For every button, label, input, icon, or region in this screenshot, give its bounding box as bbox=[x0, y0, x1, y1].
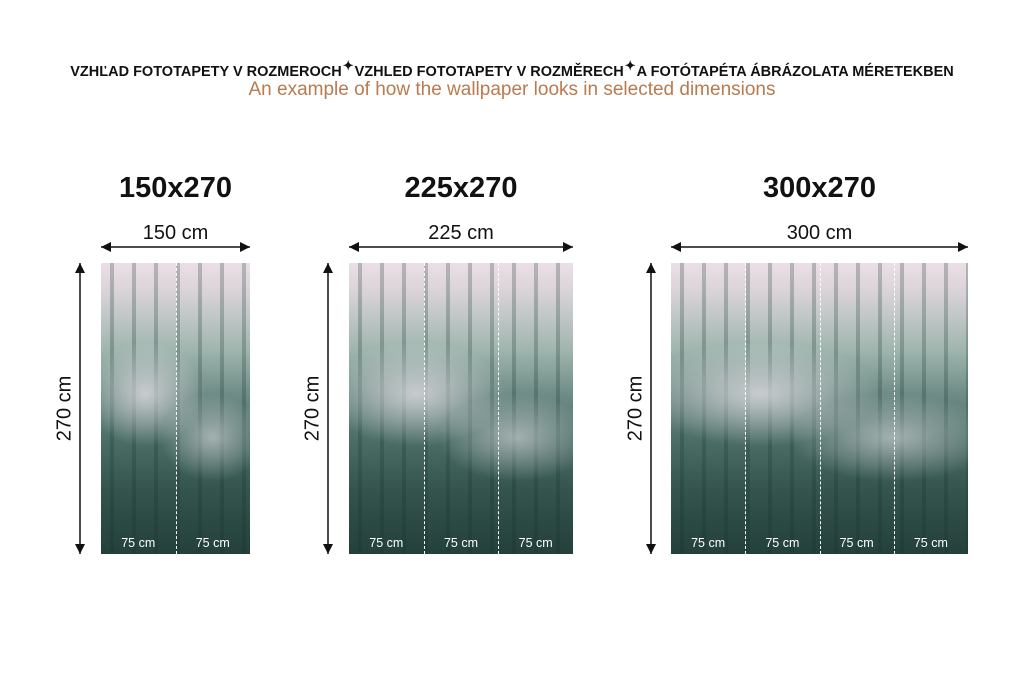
strip-seam bbox=[423, 263, 425, 554]
title-hu: A FOTÓTAPÉTA ÁBRÁZOLATA MÉRETEKBEN bbox=[636, 64, 954, 80]
strip-width-label: 75 cm bbox=[765, 536, 800, 550]
panel-title: 225x270 bbox=[404, 172, 518, 204]
strip-width-label: 75 cm bbox=[369, 536, 404, 550]
sparkle-icon: ✦ bbox=[342, 58, 354, 73]
arrowhead bbox=[323, 263, 333, 273]
wallpaper-preview: 75 cm 75 cm 75 cm bbox=[349, 263, 573, 554]
arrowhead bbox=[75, 263, 85, 273]
strip-width-label: 75 cm bbox=[913, 536, 948, 550]
strip-width-label: 75 cm bbox=[121, 536, 156, 550]
title-sk: VZHĽAD FOTOTAPETY V ROZMEROCH bbox=[70, 64, 342, 80]
strip-width-label: 75 cm bbox=[443, 536, 478, 550]
strip-seam bbox=[175, 263, 177, 554]
strip-width-label: 75 cm bbox=[518, 536, 553, 550]
arrowhead bbox=[563, 242, 573, 252]
arrowhead bbox=[958, 242, 968, 252]
strip-width-label: 75 cm bbox=[691, 536, 726, 550]
sparkle-icon: ✦ bbox=[624, 58, 636, 73]
arrowhead bbox=[646, 544, 656, 554]
arrowhead bbox=[349, 242, 359, 252]
strip-width-label: 75 cm bbox=[195, 536, 230, 550]
panel-title: 300x270 bbox=[763, 172, 876, 204]
arrowhead bbox=[323, 544, 333, 554]
strip-seam bbox=[819, 263, 821, 554]
arrowhead bbox=[646, 263, 656, 273]
arrowhead bbox=[75, 544, 85, 554]
arrowhead bbox=[671, 242, 681, 252]
title-cz: VZHLED FOTOTAPETY V ROZMĚRECH bbox=[354, 64, 624, 80]
wallpaper-preview: 75 cm 75 cm bbox=[101, 263, 250, 554]
subtitle: An example of how the wallpaper looks in… bbox=[248, 79, 776, 100]
wallpaper-preview: 75 cm 75 cm 75 cm 75 cm bbox=[671, 263, 968, 554]
strip-seam bbox=[498, 263, 500, 554]
height-label: 270 cm bbox=[624, 375, 647, 441]
arrowhead bbox=[240, 242, 250, 252]
strip-width-label: 75 cm bbox=[839, 536, 874, 550]
width-label: 150 cm bbox=[142, 222, 209, 244]
width-label: 300 cm bbox=[786, 222, 853, 244]
multilingual-title: VZHĽAD FOTOTAPETY V ROZMEROCH✦VZHLED FOT… bbox=[0, 58, 1024, 80]
panel-title: 150x270 bbox=[119, 172, 232, 204]
width-label: 225 cm bbox=[428, 222, 494, 244]
strip-seam bbox=[745, 263, 747, 554]
strip-seam bbox=[893, 263, 895, 554]
arrowhead bbox=[101, 242, 111, 252]
